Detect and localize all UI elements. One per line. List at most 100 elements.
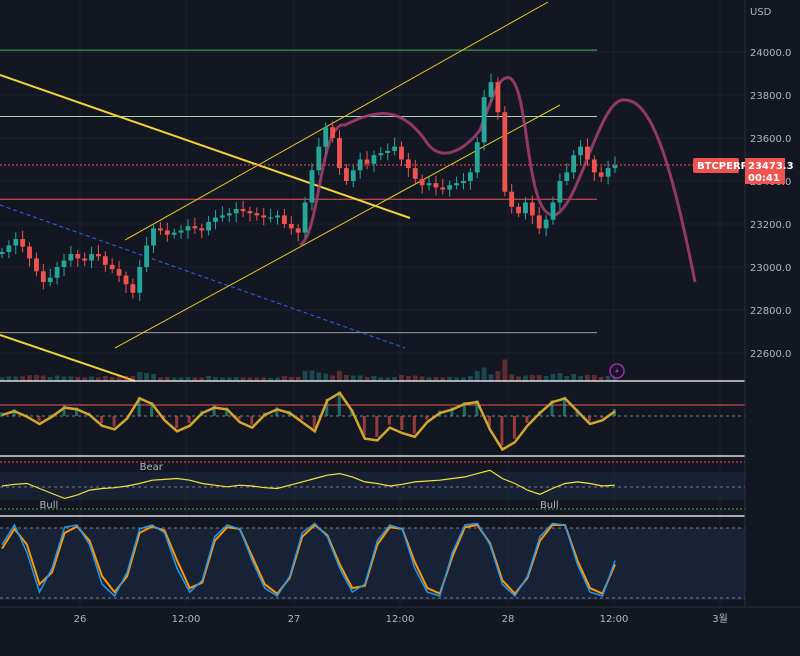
volume-bar [261,377,267,381]
volume-bar [137,372,143,381]
volume-bar [206,376,212,381]
price-tick-label: 22600.0 [750,349,791,360]
osc-histogram-bar [62,405,66,416]
descending-trendline-lower[interactable] [0,334,136,382]
volume-bar [102,376,108,381]
candle-body [247,211,253,214]
volume-bar [516,376,521,381]
osc-histogram-bar [187,416,191,423]
candle-body [254,213,260,216]
osc-histogram-bar [225,407,229,416]
volume-bar [440,377,446,381]
volume-bar [20,376,26,381]
time-tick-label: 27 [288,614,301,625]
volume-bar [6,376,12,381]
osc-histogram-bar [362,416,366,436]
time-tick-label: 12:00 [386,614,415,625]
rsi-annotation: Bull [540,500,559,511]
candle-body [585,146,590,160]
volume-bar [509,374,515,381]
horizontal-levels[interactable] [0,49,597,334]
trend-lines[interactable] [0,1,561,382]
volume-bar [281,376,287,381]
pattern-curve[interactable] [299,76,697,283]
candle-body [268,217,274,219]
time-axis-ticks[interactable]: 26 12:00 27 12:00 28 12:00 3월 [74,613,728,625]
lightning-icon[interactable] [609,363,625,379]
candle-body [109,264,115,270]
osc-histogram-bar [487,416,491,427]
volume-bar [158,377,163,381]
volume-bar [591,375,597,381]
candle-body [27,246,32,259]
candle-body [275,215,280,218]
time-tick-label: 28 [502,614,515,625]
osc-histogram-bar [325,398,329,416]
price-pane[interactable] [0,1,745,382]
volume-bar [40,375,46,381]
osc-histogram-bar [375,416,379,437]
candle-body [509,191,515,207]
channel-upper-line[interactable] [124,1,549,241]
volume-bar [185,377,191,381]
dashed-trendline[interactable] [0,204,406,349]
candle-body [419,178,425,186]
volume-bar [61,376,67,381]
osc-histogram-bar [162,416,166,418]
candle-body [213,217,218,222]
osc-histogram-bar [150,402,154,416]
osc-histogram-bar [300,416,304,420]
last-price-tag[interactable]: 23473.3 00:41 [745,158,794,184]
volume-bar [378,377,384,381]
volume-bar [350,375,356,381]
grid-lines [0,0,745,607]
price-tick-label: 23200.0 [750,220,791,231]
volume-bar [82,377,88,381]
candle-body [557,181,563,203]
candle-body [54,267,60,278]
volume-bar [385,377,391,381]
volume-bar [13,376,19,381]
volume-bar [523,375,528,381]
osc-histogram-bar [100,416,104,423]
volume-bar [605,376,611,381]
osc-histogram-bar [175,416,179,429]
time-tick-label: 12:00 [600,614,629,625]
candle-body [206,221,212,231]
osc-histogram-bar [587,416,591,422]
volume-bar [612,377,618,381]
volume-bar [578,376,583,381]
volume-bar [123,376,129,381]
candle-body [612,165,618,169]
candle-body [316,146,322,171]
candle-body [226,213,232,216]
candle-body [261,215,267,218]
volume-bar [240,377,246,381]
candle-body [309,170,315,203]
volume-bar [164,377,170,381]
candle-body [178,230,184,233]
volume-bar [116,376,122,381]
candle-body [199,228,205,231]
candle-body [164,230,170,235]
rsi-band [0,472,745,500]
descending-trendline[interactable] [0,74,411,219]
price-tick-label: 22800.0 [750,306,791,317]
channel-lower-line[interactable] [114,104,561,349]
volume-bar [364,377,370,381]
volume-bar [219,377,225,381]
osc-histogram-bar [312,416,316,429]
symbol-tag[interactable]: BTCPERP [693,158,748,173]
currency-label: USD [750,7,772,18]
volume-bar [371,376,377,381]
candle-body [89,254,94,261]
volume-bar [343,375,349,381]
volume-bar [481,367,487,381]
volume-bar [199,377,205,381]
volume-bar [144,373,150,381]
volume-bar [89,376,94,381]
candle-body [288,224,294,229]
stochastic-pane[interactable]: 80.0040.001.39 [0,522,778,605]
candle-body [399,146,404,160]
